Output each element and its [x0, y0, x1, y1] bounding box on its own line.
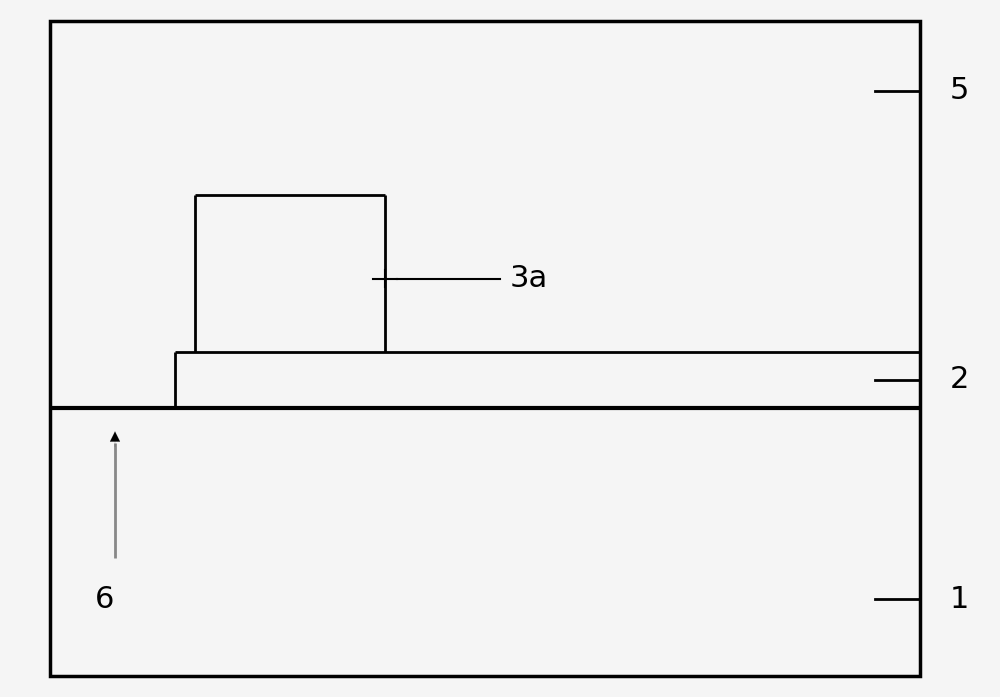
Bar — [50, 21, 920, 676]
Text: 1: 1 — [950, 585, 969, 614]
Text: 3a: 3a — [510, 264, 548, 293]
Text: 5: 5 — [950, 76, 969, 105]
Text: 2: 2 — [950, 365, 969, 395]
Text: 6: 6 — [95, 585, 115, 615]
